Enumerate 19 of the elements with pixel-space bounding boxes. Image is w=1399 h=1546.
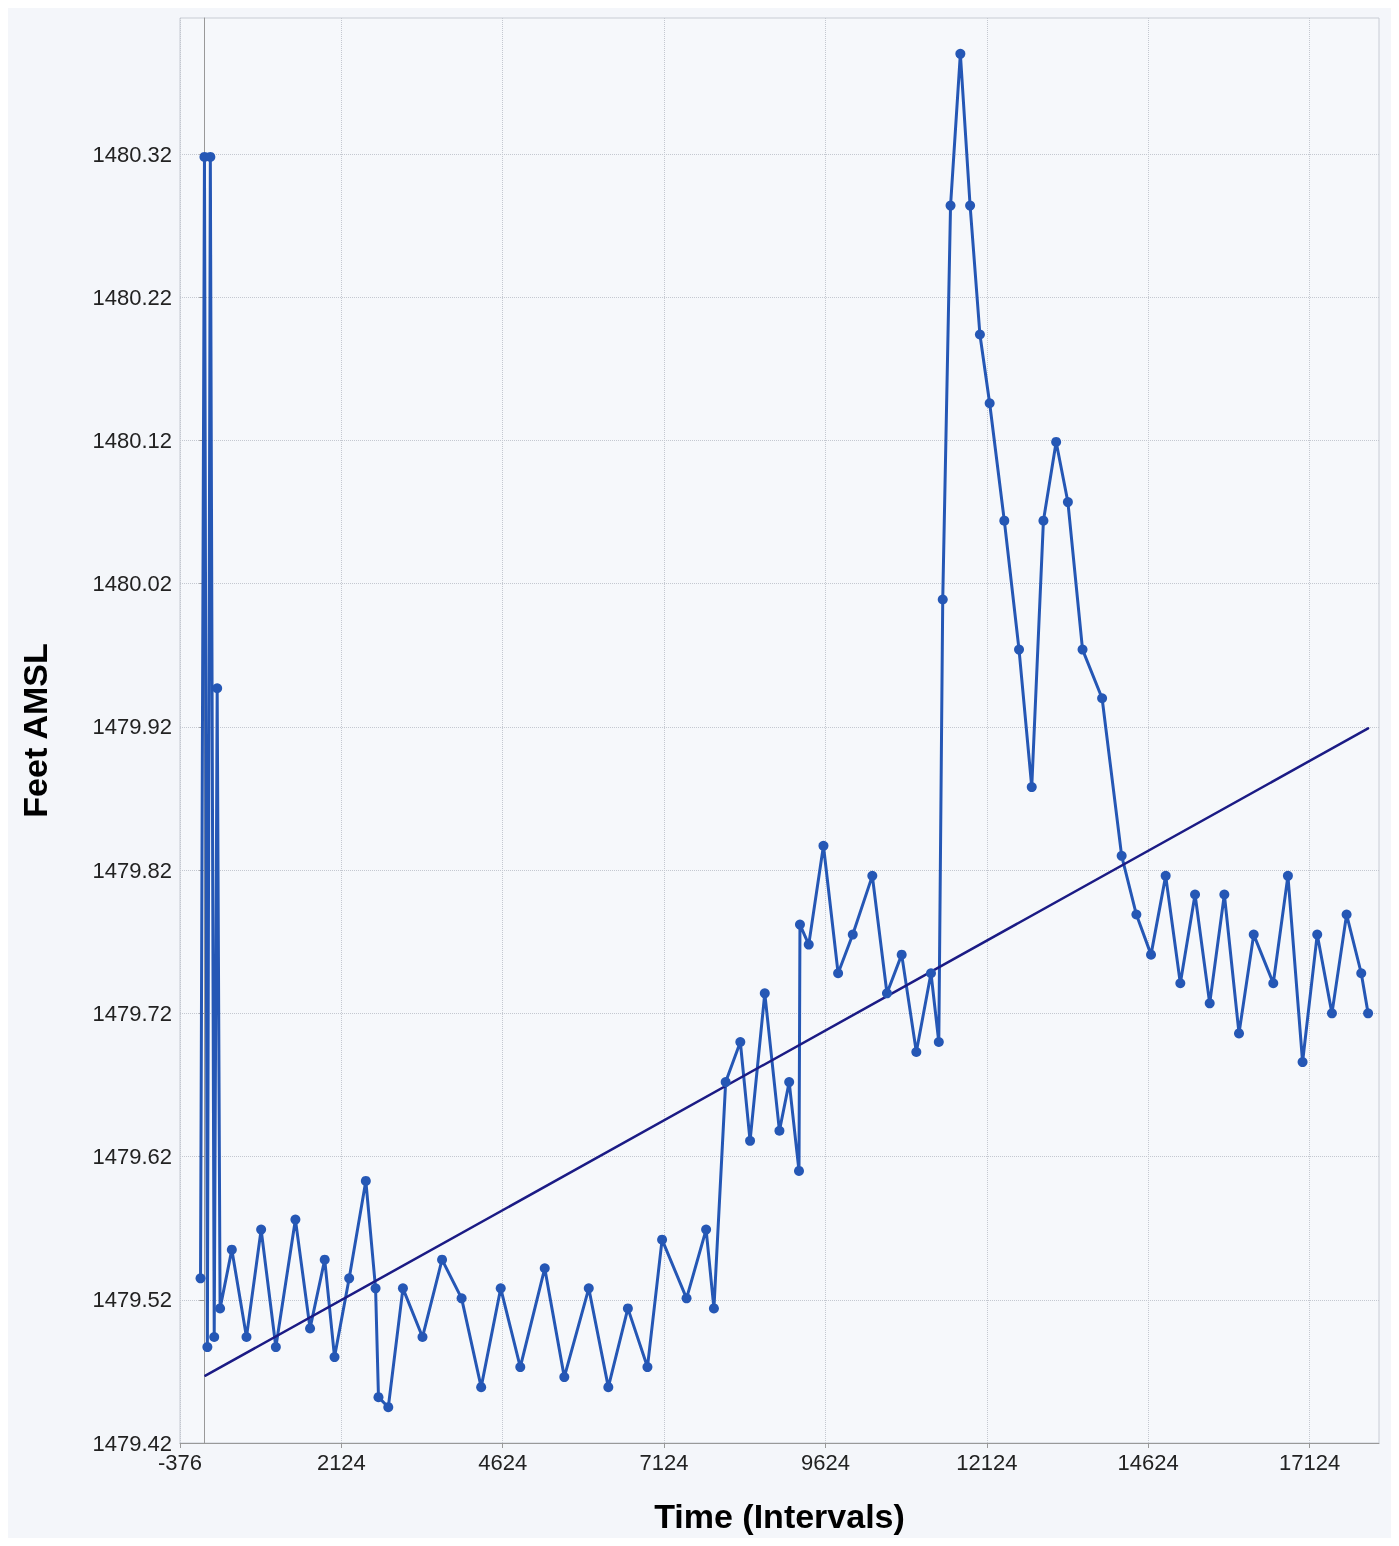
x-axis-title: Time (Intervals) — [654, 1497, 905, 1535]
y-tick-label: 1479.82 — [92, 857, 172, 883]
y-tick-label: 1479.52 — [92, 1287, 172, 1313]
x-tick-label: 2124 — [316, 1449, 366, 1475]
x-tick-label: 4624 — [478, 1449, 528, 1475]
x-tick-label: 12124 — [956, 1449, 1018, 1475]
y-tick-label: 1480.22 — [92, 284, 172, 310]
y-tick-label: 1479.42 — [92, 1430, 172, 1456]
x-tick-label: 9624 — [800, 1449, 850, 1475]
y-tick-label: 1479.92 — [92, 714, 172, 740]
y-tick-label: 1480.12 — [92, 427, 172, 453]
y-axis-title: Feet AMSL — [16, 643, 54, 818]
x-tick-label: 7124 — [639, 1449, 689, 1475]
x-tick-label: 17124 — [1278, 1449, 1341, 1475]
y-tick-label: 1479.62 — [92, 1144, 172, 1170]
x-tick-label: 14624 — [1117, 1449, 1179, 1475]
y-tick-label: 1480.02 — [92, 571, 172, 597]
y-tick-label: 1479.72 — [92, 1000, 172, 1026]
y-tick-label: 1480.32 — [92, 141, 172, 167]
